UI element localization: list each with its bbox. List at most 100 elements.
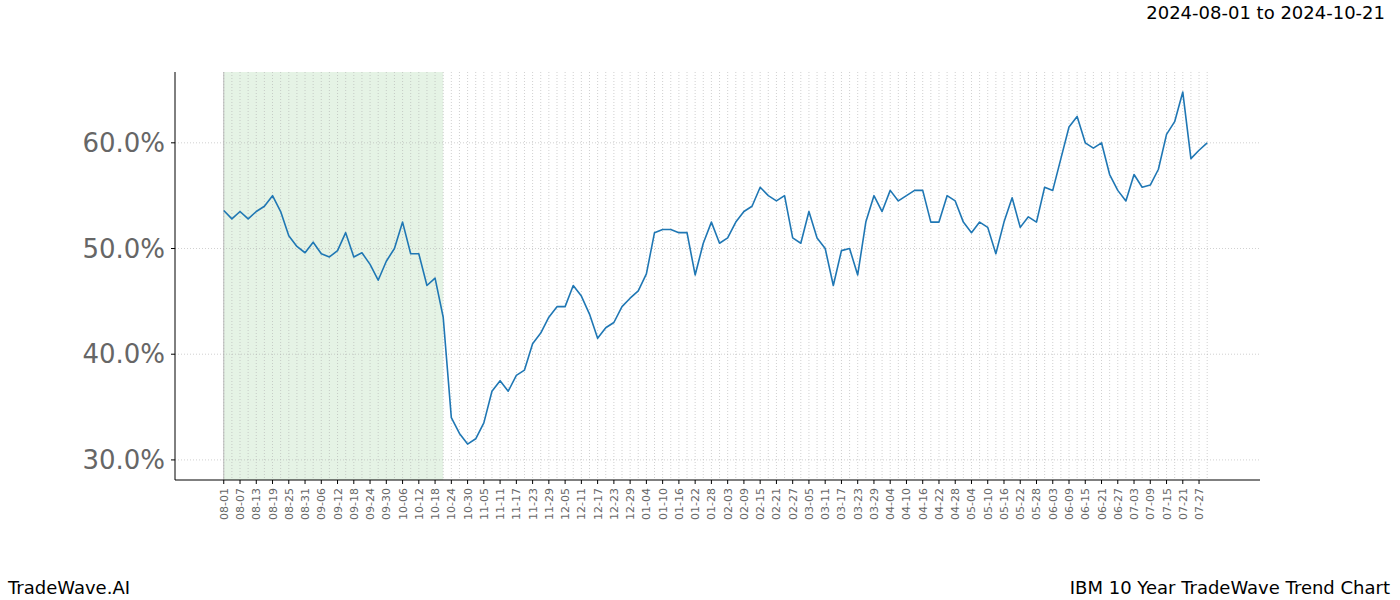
x-grid-line [1020, 72, 1021, 480]
y-grid-line [175, 142, 1260, 143]
x-tick [288, 480, 289, 484]
x-tick [402, 480, 403, 484]
x-tick-label: 10-06 [397, 488, 410, 520]
x-grid-line [305, 72, 306, 480]
x-tick-label: 08-13 [250, 488, 263, 520]
x-grid-line [1174, 72, 1175, 480]
x-grid-line [849, 72, 850, 480]
trend-line [224, 92, 1207, 444]
x-grid-line [1036, 72, 1037, 480]
x-tick-label: 01-10 [657, 488, 670, 520]
x-tick-label: 04-10 [900, 488, 913, 520]
x-grid-line [524, 72, 525, 480]
x-grid-line [353, 72, 354, 480]
y-tick-label: 30.0% [82, 445, 165, 475]
x-grid-line [540, 72, 541, 480]
x-grid-line [711, 72, 712, 480]
x-tick [906, 480, 907, 484]
x-tick-label: 01-16 [673, 488, 686, 520]
x-tick [711, 480, 712, 484]
x-tick-label: 05-04 [965, 488, 978, 520]
x-tick-label: 03-23 [852, 488, 865, 520]
x-tick-label: 10-18 [429, 488, 442, 520]
x-grid-line [1012, 72, 1013, 480]
x-grid-line [1060, 72, 1061, 480]
x-grid-line [719, 72, 720, 480]
x-grid-line [337, 72, 338, 480]
x-tick-label: 10-12 [413, 488, 426, 520]
y-axis [175, 72, 176, 480]
x-grid-line [313, 72, 314, 480]
x-grid-line [760, 72, 761, 480]
x-grid-line [833, 72, 834, 480]
x-grid-line [882, 72, 883, 480]
x-tick [760, 480, 761, 484]
x-tick [1166, 480, 1167, 484]
x-tick [955, 480, 956, 484]
x-grid-line [605, 72, 606, 480]
x-tick-label: 08-19 [267, 488, 280, 520]
x-grid-line [857, 72, 858, 480]
x-grid-line [922, 72, 923, 480]
x-grid-line [743, 72, 744, 480]
x-tick [1199, 480, 1200, 484]
x-grid-line [1077, 72, 1078, 480]
x-grid-line [1093, 72, 1094, 480]
x-tick-label: 11-17 [510, 488, 523, 520]
x-grid-line [1190, 72, 1191, 480]
x-grid-line [475, 72, 476, 480]
x-tick [1101, 480, 1102, 484]
x-grid-line [329, 72, 330, 480]
x-tick [662, 480, 663, 484]
x-grid-line [548, 72, 549, 480]
x-grid-line [898, 72, 899, 480]
x-tick-label: 09-24 [364, 488, 377, 520]
x-grid-line [280, 72, 281, 480]
x-grid-line [573, 72, 574, 480]
x-tick [938, 480, 939, 484]
x-tick [922, 480, 923, 484]
x-grid-line [687, 72, 688, 480]
x-tick-label: 04-22 [933, 488, 946, 520]
x-tick-label: 08-01 [218, 488, 231, 520]
x-grid-line [971, 72, 972, 480]
x-tick-label: 12-17 [592, 488, 605, 520]
x-grid-line [890, 72, 891, 480]
x-tick-label: 11-29 [543, 488, 556, 520]
x-tick [451, 480, 452, 484]
x-tick [337, 480, 338, 484]
x-grid-line [1117, 72, 1118, 480]
x-grid-line [1101, 72, 1102, 480]
x-tick-label: 09-06 [315, 488, 328, 520]
x-tick-label: 10-30 [462, 488, 475, 520]
x-grid-line [256, 72, 257, 480]
x-tick [597, 480, 598, 484]
x-grid-line [938, 72, 939, 480]
x-tick-label: 05-22 [1014, 488, 1027, 520]
x-grid-line [727, 72, 728, 480]
x-tick-label: 09-30 [380, 488, 393, 520]
x-tick [890, 480, 891, 484]
x-tick [808, 480, 809, 484]
x-tick-label: 09-18 [348, 488, 361, 520]
x-tick [825, 480, 826, 484]
x-tick-label: 12-23 [608, 488, 621, 520]
x-tick-label: 08-07 [234, 488, 247, 520]
x-tick [1150, 480, 1151, 484]
x-grid-line [630, 72, 631, 480]
x-tick-label: 09-12 [332, 488, 345, 520]
x-tick-label: 07-21 [1177, 488, 1190, 520]
x-grid-line [508, 72, 509, 480]
x-grid-line [418, 72, 419, 480]
x-tick [240, 480, 241, 484]
x-grid-line [321, 72, 322, 480]
y-grid-line [175, 459, 1260, 460]
x-grid-line [394, 72, 395, 480]
x-grid-line [1199, 72, 1200, 480]
x-grid-line [581, 72, 582, 480]
x-tick-label: 07-09 [1144, 488, 1157, 520]
x-tick-label: 05-16 [998, 488, 1011, 520]
x-tick-label: 06-21 [1096, 488, 1109, 520]
x-tick [630, 480, 631, 484]
x-grid-line [1069, 72, 1070, 480]
